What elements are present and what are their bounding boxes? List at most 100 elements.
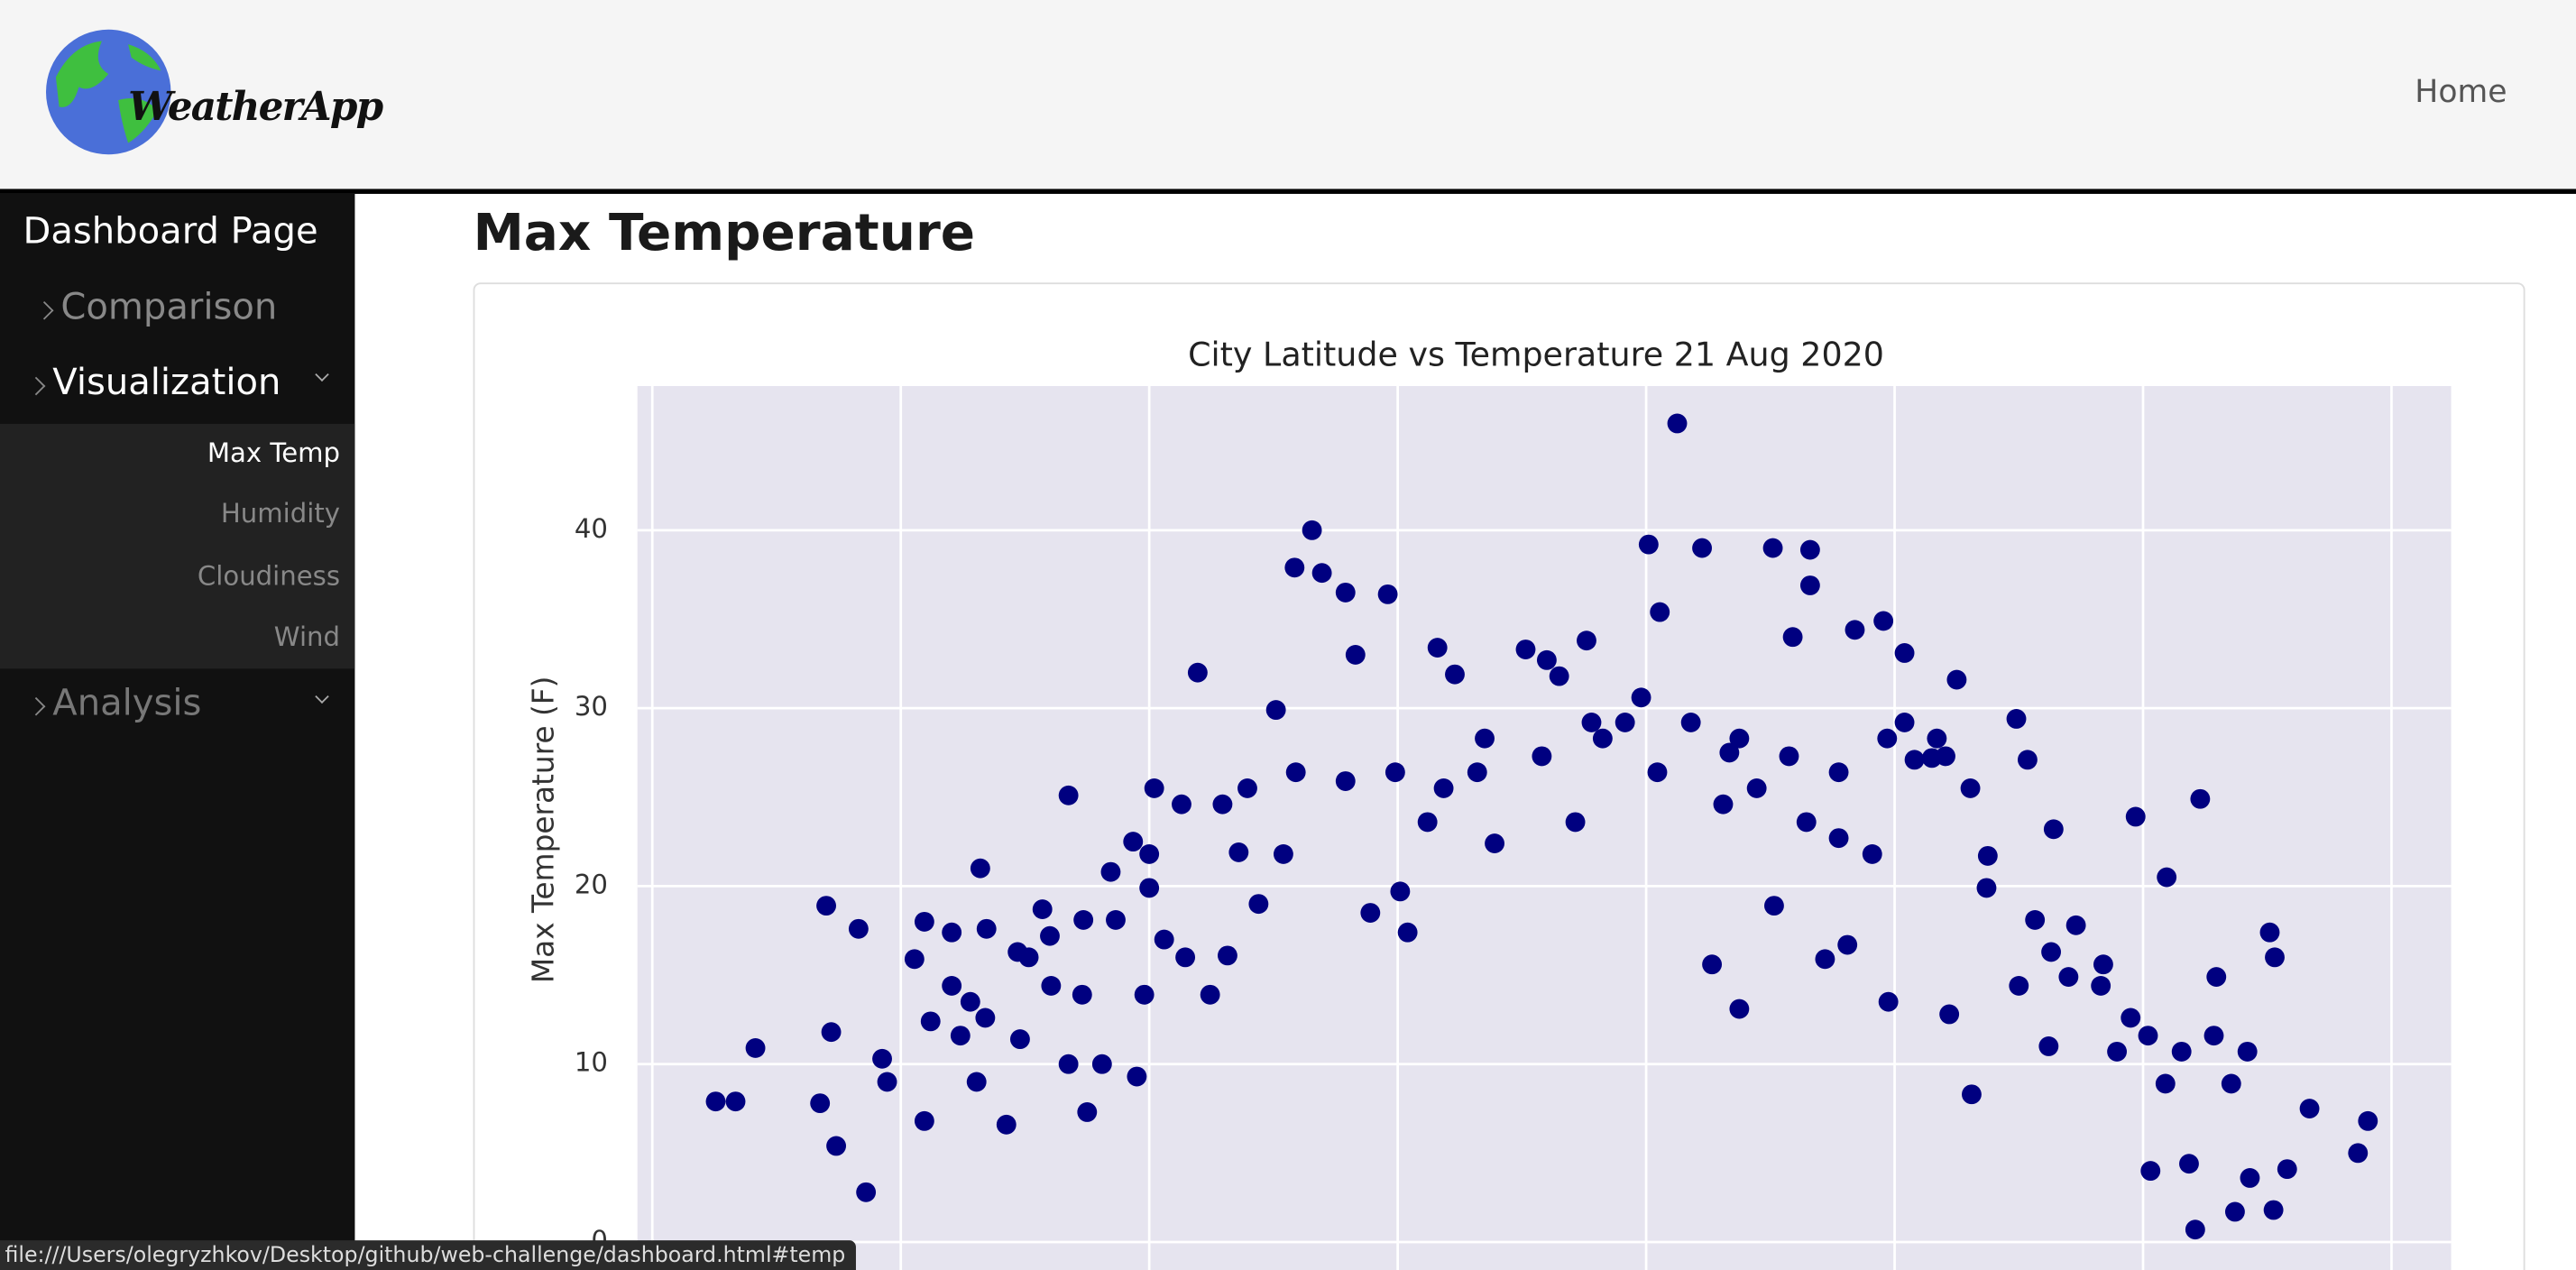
scatter-point: [872, 1048, 892, 1069]
scatter-point: [950, 1026, 971, 1046]
scatter-point: [1077, 1102, 1098, 1122]
scatter-point: [1134, 984, 1155, 1005]
scatter-point: [1284, 557, 1305, 578]
scatter-point: [1273, 843, 1293, 864]
scatter-point: [2017, 750, 2038, 770]
scatter-point: [1144, 778, 1164, 798]
scatter-point: [966, 1072, 987, 1092]
scatter-point: [1631, 687, 1651, 708]
scatter-point: [1878, 991, 1899, 1012]
scatter-point: [1577, 630, 1596, 651]
scatter-point: [2121, 1008, 2141, 1028]
menu-item[interactable]: Analysis: [52, 683, 202, 725]
scatter-point: [821, 1022, 842, 1043]
scatter-point: [1265, 700, 1286, 721]
scatter-point: [2140, 1161, 2161, 1182]
scatter-point: [1032, 899, 1053, 920]
y-tick-label: 20: [575, 869, 608, 899]
scatter-point: [1799, 539, 1820, 560]
scatter-point: [2157, 867, 2177, 888]
scatter-point: [2038, 1036, 2059, 1056]
menu-item[interactable]: Comparison: [60, 287, 278, 329]
scatter-point: [1532, 746, 1552, 767]
scatter-point: [1837, 934, 1858, 955]
scatter-point: [1927, 728, 1947, 749]
scatter-point: [1877, 728, 1898, 749]
scatter-point: [1433, 778, 1454, 798]
scatter-point: [2265, 947, 2285, 968]
status-bar: file:///Users/olegryzhkov/Desktop/github…: [0, 1240, 856, 1270]
scatter-point: [1175, 947, 1196, 968]
scatter-point: [1345, 645, 1366, 665]
scatter-point: [1009, 1029, 1030, 1050]
scatter-point: [1764, 896, 1784, 916]
scatter-point: [1335, 771, 1356, 791]
y-tick-label: 30: [575, 691, 608, 722]
logo-text[interactable]: WeatherApp: [128, 82, 383, 130]
scatter-point: [810, 1093, 831, 1114]
scatter-point: [1335, 582, 1356, 603]
scatter-point: [1581, 712, 1602, 732]
page-heading: Max Temperature: [473, 203, 976, 263]
scatter-point: [1692, 538, 1712, 558]
scatter-point: [2125, 806, 2146, 827]
scatter-point: [975, 1008, 996, 1028]
scatter-point: [1796, 812, 1817, 833]
scatter-point: [1565, 812, 1586, 833]
y-tick-label: 40: [575, 513, 608, 544]
scatter-point: [856, 1182, 877, 1202]
submenu-item[interactable]: Cloudiness: [197, 560, 341, 592]
scatter-point: [920, 1011, 941, 1032]
top-bar: WeatherApp Home: [0, 0, 2576, 194]
scatter-point: [960, 991, 980, 1012]
scatter-point: [2107, 1041, 2128, 1062]
nav-link[interactable]: Home: [2415, 73, 2507, 111]
scatter-point: [2091, 975, 2111, 996]
scatter-point: [1977, 845, 1998, 866]
chart-title: City Latitude vs Temperature 21 Aug 2020: [1188, 336, 1884, 374]
scatter-point: [1285, 762, 1306, 783]
scatter-point: [2179, 1154, 2199, 1174]
scatter-point: [1719, 742, 1740, 763]
scatter-point: [2263, 1200, 2284, 1220]
scatter-point: [1397, 922, 1418, 943]
scatter-point: [1762, 538, 1783, 558]
scatter-point: [1475, 728, 1495, 749]
scatter-point: [1729, 728, 1750, 749]
scatter-point: [1746, 778, 1767, 798]
scatter-point: [2348, 1143, 2369, 1164]
scatter-point: [1894, 712, 1915, 732]
scatter-point: [1427, 638, 1448, 658]
scatter-point: [1936, 746, 1955, 767]
y-axis-label: Max Temperature (F): [527, 676, 561, 984]
scatter-point: [1615, 712, 1635, 732]
scatter-point: [1467, 762, 1487, 783]
scatter-point: [1248, 894, 1269, 915]
logo-globe[interactable]: [42, 28, 174, 160]
scatter-point: [1873, 611, 1894, 631]
submenu-item[interactable]: Max Temp: [207, 437, 341, 469]
scatter-point: [942, 922, 962, 943]
scatter-point: [2299, 1099, 2320, 1118]
scatter-point: [1385, 762, 1405, 783]
scatter-point: [2185, 1219, 2205, 1240]
scatter-point: [2190, 788, 2211, 809]
scatter-point: [2093, 954, 2113, 975]
scatter-point: [914, 911, 934, 932]
scatter-point: [1976, 878, 1997, 898]
scatter-point: [942, 975, 962, 996]
scatter-point: [2224, 1201, 2245, 1222]
scatter-point: [1007, 942, 1028, 962]
scatter-point: [1040, 925, 1060, 946]
scatter-point: [970, 858, 990, 879]
scatter-point: [2358, 1110, 2378, 1131]
scatter-point: [1377, 584, 1398, 604]
submenu-item[interactable]: Wind: [273, 621, 341, 653]
scatter-point: [1123, 832, 1144, 852]
plot-area: [637, 386, 2452, 1270]
scatter-point: [1073, 909, 1094, 930]
submenu-item[interactable]: Humidity: [220, 497, 341, 529]
menu-item[interactable]: Visualization: [52, 363, 281, 405]
